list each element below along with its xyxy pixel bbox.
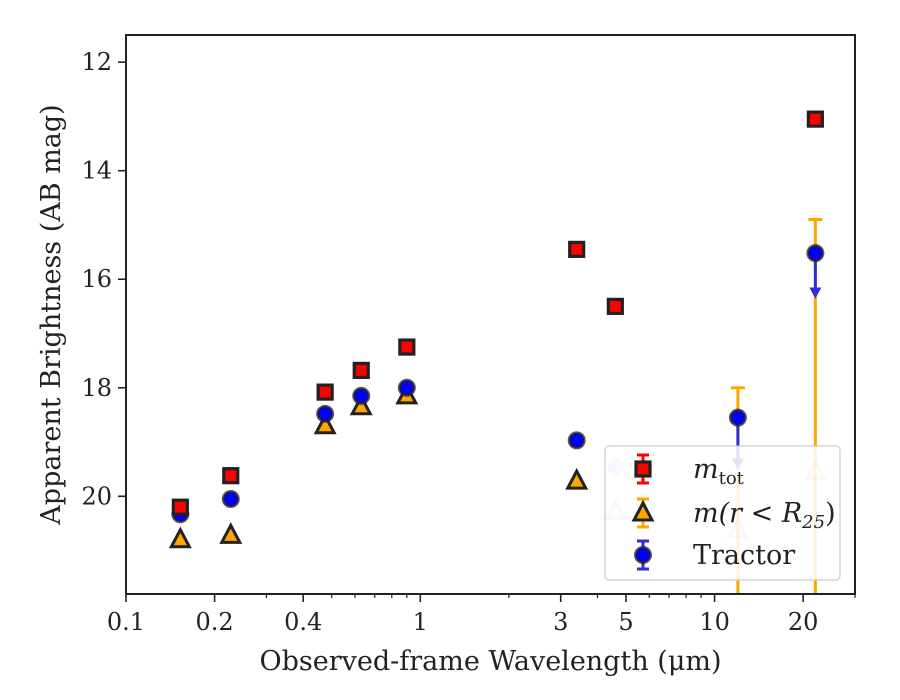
legend-entry: m(r < R25) [631, 497, 836, 533]
legend: mtot m(r < R25) Tractor [604, 445, 841, 581]
y-tick-label: 16 [81, 265, 112, 293]
x-tick-label: 0.4 [284, 608, 322, 636]
square-marker [171, 498, 189, 516]
square-marker [568, 240, 586, 258]
y-axis-ticks: 12 14 16 18 20 [81, 48, 126, 510]
triangle-marker [219, 522, 243, 544]
circle-marker [316, 404, 335, 423]
y-tick-label: 18 [81, 374, 112, 402]
square-marker [398, 338, 416, 356]
legend-box [604, 445, 841, 581]
triangle-marker [168, 526, 192, 549]
legend-entry: Tractor [634, 539, 795, 571]
square-marker [806, 110, 824, 128]
y-tick-label: 12 [81, 48, 112, 76]
square-marker [316, 383, 334, 401]
plot-frame [125, 34, 856, 595]
triangle-marker [349, 393, 373, 416]
y-tick-label: 20 [81, 482, 112, 510]
x-tick-label: 0.2 [196, 608, 234, 636]
legend-entry: mtot [634, 453, 745, 489]
circle-marker [397, 378, 416, 397]
square-marker [606, 297, 624, 315]
y-axis-label: Apparent Brightness (AB mag) [36, 104, 67, 525]
x-axis-label: Observed-frame Wavelength (μm) [259, 646, 721, 677]
legend-circle-marker [634, 546, 652, 564]
x-tick-label: 20 [788, 608, 819, 636]
circle-marker [221, 490, 240, 509]
square-marker [352, 361, 370, 379]
triangle-marker [313, 412, 337, 435]
circle-marker [567, 431, 586, 450]
x-tick-label: 5 [618, 608, 633, 636]
legend-triangle-marker [631, 499, 655, 522]
legend-label: mtot [693, 454, 745, 489]
legend-label: Tractor [693, 540, 795, 571]
x-tick-label: 1 [413, 608, 428, 636]
square-marker [222, 467, 240, 485]
x-axis-ticks: 0.1 0.2 0.4 1 3 5 10 20 [107, 594, 856, 636]
circle-marker [728, 408, 747, 427]
x-tick-label: 0.1 [107, 608, 145, 636]
legend-label: m(r < R25) [693, 498, 836, 533]
upper-limit-arrow [809, 287, 822, 299]
legend-square-marker [634, 460, 652, 478]
y-tick-label: 14 [81, 157, 112, 185]
x-tick-label: 10 [699, 608, 730, 636]
x-tick-label: 3 [553, 608, 568, 636]
circle-marker [806, 244, 825, 263]
circle-marker [352, 386, 371, 405]
triangle-marker [565, 467, 589, 490]
